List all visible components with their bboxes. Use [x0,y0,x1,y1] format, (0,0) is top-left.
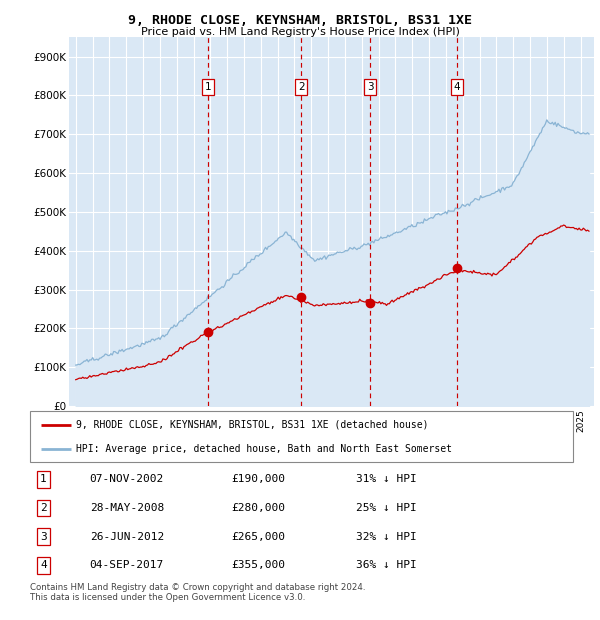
Text: 2: 2 [40,503,47,513]
Text: 32% ↓ HPI: 32% ↓ HPI [356,532,416,542]
Text: 36% ↓ HPI: 36% ↓ HPI [356,560,416,570]
Text: £280,000: £280,000 [231,503,285,513]
Text: 4: 4 [40,560,47,570]
Text: 3: 3 [40,532,47,542]
Text: 4: 4 [454,82,461,92]
Text: 2: 2 [298,82,305,92]
Text: 9, RHODE CLOSE, KEYNSHAM, BRISTOL, BS31 1XE: 9, RHODE CLOSE, KEYNSHAM, BRISTOL, BS31 … [128,14,472,27]
Text: 07-NOV-2002: 07-NOV-2002 [90,474,164,484]
Text: 31% ↓ HPI: 31% ↓ HPI [356,474,416,484]
FancyBboxPatch shape [30,411,573,462]
Text: 3: 3 [367,82,373,92]
Text: 28-MAY-2008: 28-MAY-2008 [90,503,164,513]
Text: 26-JUN-2012: 26-JUN-2012 [90,532,164,542]
Text: 04-SEP-2017: 04-SEP-2017 [90,560,164,570]
Text: £265,000: £265,000 [231,532,285,542]
Text: Contains HM Land Registry data © Crown copyright and database right 2024.
This d: Contains HM Land Registry data © Crown c… [30,583,365,602]
Text: 25% ↓ HPI: 25% ↓ HPI [356,503,416,513]
Text: 1: 1 [205,82,211,92]
Text: Price paid vs. HM Land Registry's House Price Index (HPI): Price paid vs. HM Land Registry's House … [140,27,460,37]
Text: £355,000: £355,000 [231,560,285,570]
Text: £190,000: £190,000 [231,474,285,484]
Text: 9, RHODE CLOSE, KEYNSHAM, BRISTOL, BS31 1XE (detached house): 9, RHODE CLOSE, KEYNSHAM, BRISTOL, BS31 … [76,420,428,430]
Text: HPI: Average price, detached house, Bath and North East Somerset: HPI: Average price, detached house, Bath… [76,444,452,454]
Text: 1: 1 [40,474,47,484]
